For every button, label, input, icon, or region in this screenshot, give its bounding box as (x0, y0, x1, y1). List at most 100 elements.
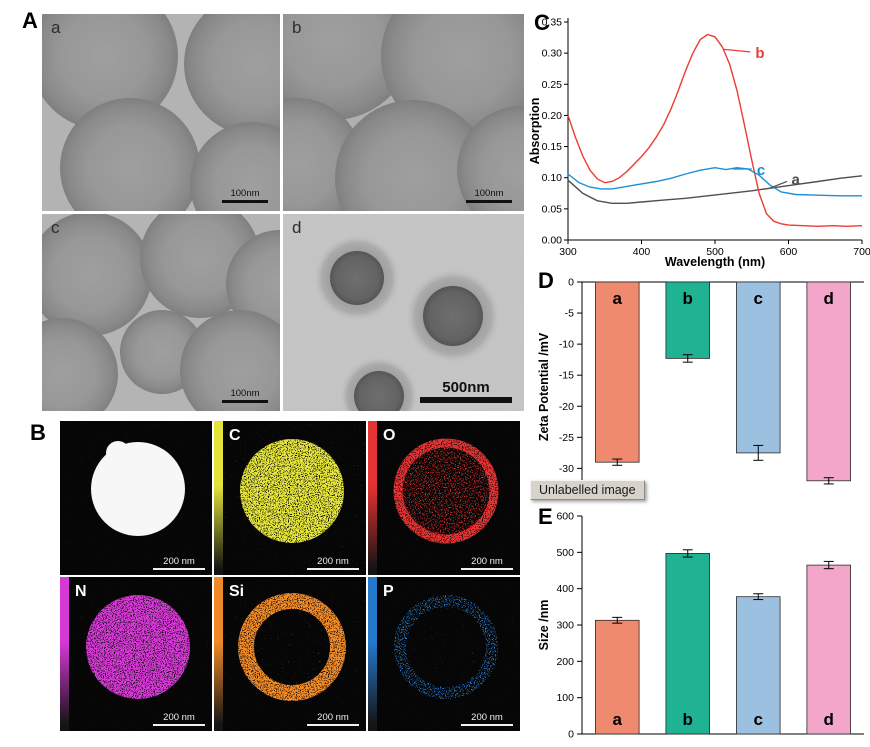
eds-art-oxygen (368, 421, 520, 575)
colorbar (214, 421, 223, 575)
colorbar (368, 421, 377, 575)
scalebar-line (420, 397, 512, 403)
scalebar-line (461, 568, 513, 570)
svg-text:0: 0 (568, 277, 574, 289)
svg-text:-20: -20 (559, 401, 574, 413)
tooltip: Unlabelled image (530, 480, 645, 500)
svg-text:400: 400 (556, 583, 574, 595)
svg-text:-30: -30 (559, 463, 574, 475)
svg-text:0.30: 0.30 (542, 48, 563, 60)
svg-text:0.00: 0.00 (542, 235, 563, 247)
eds-map-oxygen: O 200 nm (368, 421, 520, 575)
zeta-potential-chart: 0 -5 -10 -15 -20 -25 -30 a b c d Zeta Potential /mV (537, 277, 864, 492)
svg-text:200: 200 (556, 656, 574, 668)
eds-art-silicon (214, 577, 366, 731)
eds-scalebar: 200 nm (461, 712, 513, 726)
eds-map-nitrogen: N 200 nm (60, 577, 212, 731)
eds-art-phosphorus (368, 577, 520, 731)
eds-scalebar: 200 nm (307, 712, 359, 726)
tem-sublabel-b: b (292, 18, 302, 37)
svg-text:0.25: 0.25 (542, 79, 563, 91)
scalebar-line (307, 568, 359, 570)
svg-text:b: b (683, 710, 693, 729)
element-label: O (383, 427, 396, 444)
element-label: C (229, 427, 241, 444)
element-label: N (75, 583, 87, 600)
eds-map-carbon: C 200 nm (214, 421, 366, 575)
tem-image-c: c 100nm (42, 214, 280, 411)
svg-text:500: 500 (556, 547, 574, 559)
scalebar-text: 100nm (474, 188, 504, 199)
svg-text:d: d (824, 710, 834, 729)
svg-text:a: a (613, 710, 623, 729)
scalebar-line (153, 724, 205, 726)
colorbar (60, 577, 69, 731)
scalebar-text: 100nm (230, 388, 260, 399)
svg-text:0.10: 0.10 (542, 172, 563, 184)
scalebar-line (307, 724, 359, 726)
eds-map-silicon: Si 200 nm (214, 577, 366, 731)
tem-sublabel-a: a (51, 18, 61, 37)
eds-scalebar: 200 nm (461, 556, 513, 570)
svg-text:-25: -25 (559, 432, 574, 444)
svg-text:600: 600 (556, 511, 574, 523)
svg-text:-5: -5 (565, 308, 574, 320)
eds-map-phosphorus: P 200 nm (368, 577, 520, 731)
svg-text:700: 700 (853, 246, 870, 258)
svg-text:b: b (755, 45, 764, 62)
tem-art-d (283, 214, 524, 411)
svg-text:a: a (791, 172, 800, 189)
svg-text:c: c (754, 289, 763, 308)
colorbar (214, 577, 223, 731)
element-label: P (383, 583, 394, 600)
svg-text:0.05: 0.05 (542, 203, 563, 215)
eds-map-sem: 200 nm (60, 421, 212, 575)
tem-art-b (283, 14, 524, 211)
tem-scalebar-c: 100nm (222, 388, 268, 403)
tem-scalebar-d: 500nm (420, 379, 512, 403)
scalebar-text: 200 nm (317, 556, 349, 567)
absorption-spectra-chart: 300 400 500 600 700 0.00 0.05 0.10 0.15 0.20 0.25 0… (528, 17, 870, 270)
eds-scalebar: 200 nm (153, 712, 205, 726)
svg-text:c: c (757, 162, 765, 179)
svg-text:c: c (754, 710, 763, 729)
tem-art-a (42, 14, 280, 211)
svg-text:Absorption: Absorption (528, 98, 542, 165)
svg-text:Zeta Potential /mV: Zeta Potential /mV (537, 332, 551, 441)
panel-b-label: B (30, 420, 46, 445)
scalebar-line (466, 200, 512, 203)
tem-image-d: d 500nm (283, 214, 524, 411)
panel-d-label: D (538, 268, 554, 293)
eds-art-carbon (214, 421, 366, 575)
scalebar-text: 100nm (230, 188, 260, 199)
panel-a-label: A (22, 8, 38, 33)
colorbar (368, 577, 377, 731)
scalebar-line (153, 568, 205, 570)
svg-text:0.20: 0.20 (542, 110, 563, 122)
scalebar-text: 200 nm (471, 712, 503, 723)
svg-text:300: 300 (559, 246, 577, 258)
scalebar-text: 200 nm (317, 712, 349, 723)
scalebar-line (222, 200, 268, 203)
scalebar-text: 200 nm (163, 556, 195, 567)
eds-scalebar: 200 nm (307, 556, 359, 570)
element-label: Si (229, 583, 245, 600)
tem-scalebar-a: 100nm (222, 188, 268, 203)
svg-text:0.15: 0.15 (542, 141, 563, 153)
panel-e-label: E (538, 504, 553, 529)
tem-sublabel-d: d (292, 218, 302, 237)
svg-text:400: 400 (633, 246, 651, 258)
svg-text:b: b (683, 289, 693, 308)
svg-text:Wavelength (nm): Wavelength (nm) (665, 255, 765, 269)
svg-text:-15: -15 (559, 370, 574, 382)
svg-text:0.35: 0.35 (542, 17, 563, 29)
svg-text:500: 500 (706, 246, 724, 258)
eds-scalebar: 200 nm (153, 556, 205, 570)
svg-text:d: d (824, 289, 834, 308)
eds-art-nitrogen (60, 577, 212, 731)
scalebar-text: 500nm (442, 379, 490, 396)
svg-text:300: 300 (556, 620, 574, 632)
scalebar-line (461, 724, 513, 726)
tem-art-c (42, 214, 280, 411)
